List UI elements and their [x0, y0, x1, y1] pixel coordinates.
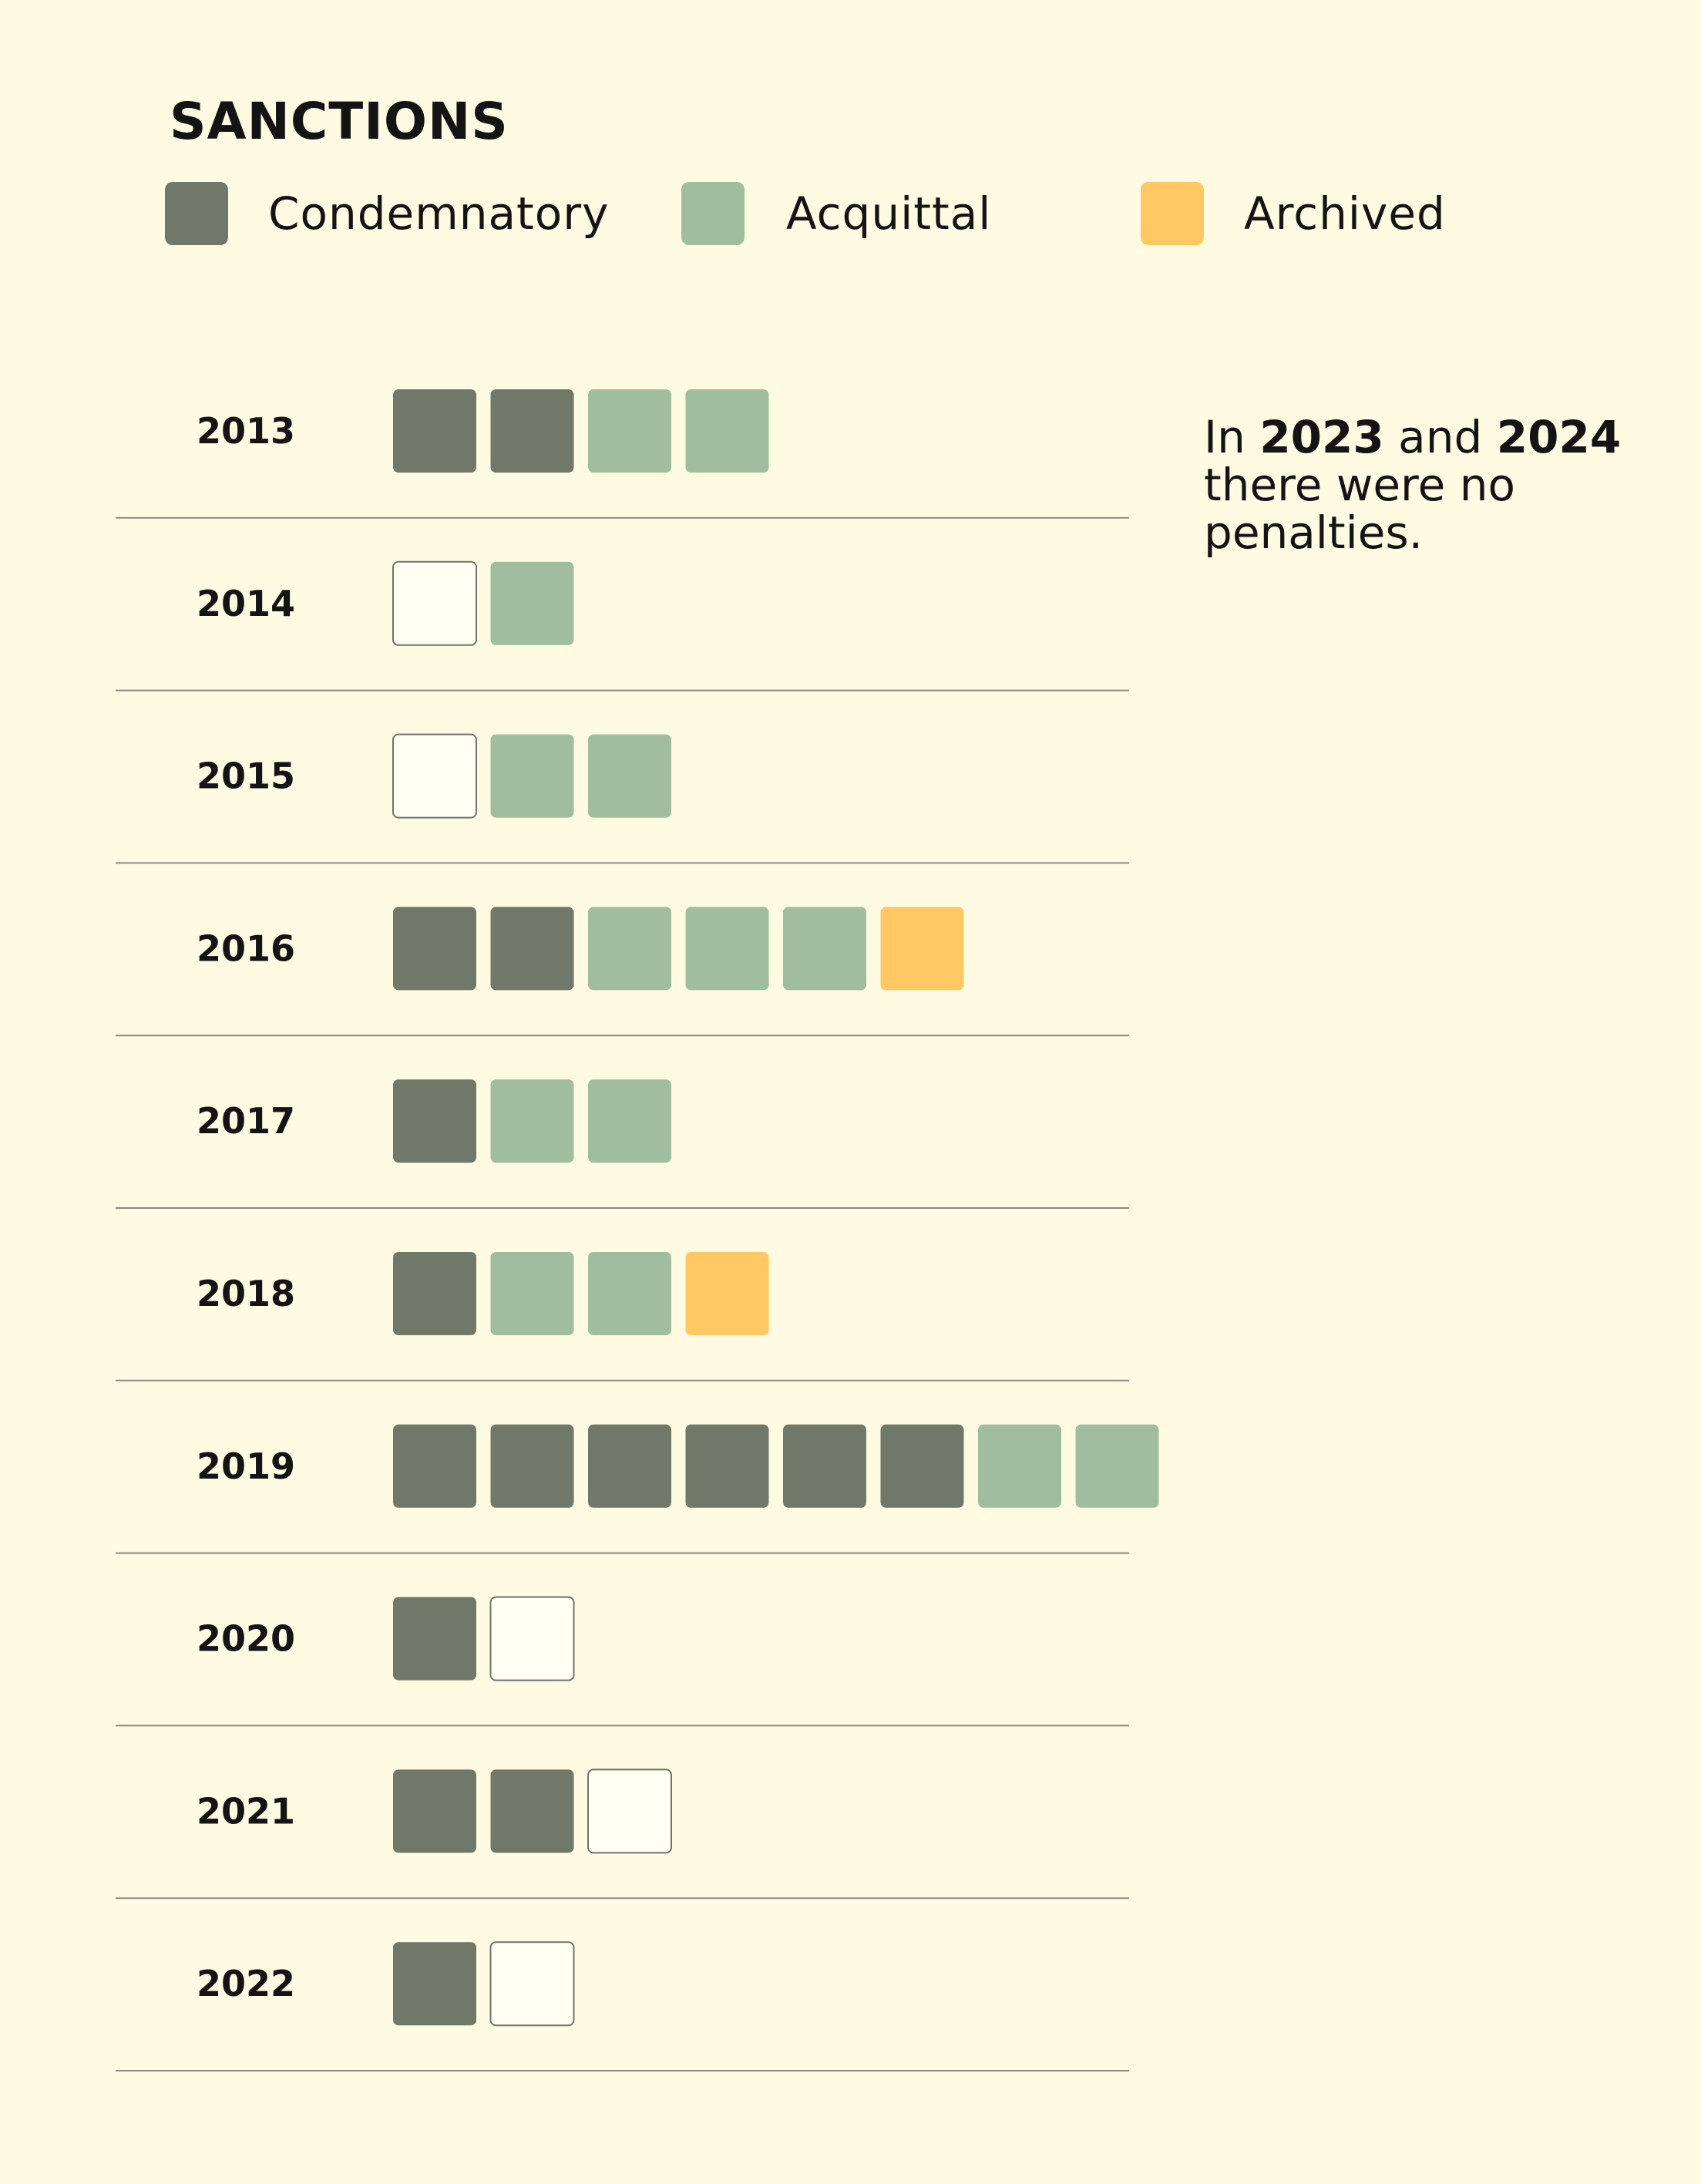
- unit-condemnatory-2020-1: [393, 1597, 476, 1681]
- legend-swatch-condemnatory: [165, 182, 228, 245]
- row-2022: 2022: [116, 1941, 1129, 2071]
- unit-condemnatory-2019-5: [783, 1424, 866, 1508]
- unit-acquittal-2013-3: [588, 389, 671, 473]
- unit-empty-2014-1: [392, 560, 477, 646]
- row-2020: 2020: [116, 1596, 1129, 1727]
- year-label-2021: 2021: [197, 1790, 295, 1832]
- year-label-2022: 2022: [197, 1963, 295, 2004]
- unit-empty-2021-3: [587, 1768, 672, 1854]
- unit-acquittal-2019-7: [978, 1424, 1061, 1508]
- unit-condemnatory-2019-6: [880, 1424, 964, 1508]
- unit-condemnatory-2013-1: [393, 389, 476, 473]
- unit-empty-2022-2: [489, 1941, 575, 2027]
- unit-archived-2018-4: [685, 1252, 769, 1335]
- legend-label-archived: Archived: [1244, 187, 1446, 240]
- note-prefix: In: [1204, 411, 1260, 463]
- unit-acquittal-2015-3: [588, 734, 671, 818]
- unit-acquittal-2016-5: [783, 907, 866, 991]
- unit-acquittal-2017-2: [490, 1079, 574, 1163]
- unit-acquittal-2018-3: [588, 1252, 671, 1335]
- unit-acquittal-2018-2: [490, 1252, 574, 1335]
- note-year-1: 2023: [1259, 411, 1384, 463]
- unit-condemnatory-2018-1: [393, 1252, 476, 1335]
- unit-acquittal-2015-2: [490, 734, 574, 818]
- unit-empty-2015-1: [392, 733, 477, 819]
- unit-condemnatory-2016-2: [490, 907, 574, 991]
- annotation-note: In 2023 and 2024 there were no penalties…: [1204, 413, 1666, 557]
- row-2017: 2017: [116, 1079, 1129, 1209]
- unit-empty-2020-2: [489, 1596, 575, 1681]
- row-2018: 2018: [116, 1252, 1129, 1381]
- unit-condemnatory-2016-1: [393, 907, 476, 991]
- legend-label-condemnatory: Condemnatory: [268, 187, 610, 240]
- unit-condemnatory-2019-3: [588, 1424, 671, 1508]
- unit-archived-2016-6: [880, 907, 964, 991]
- unit-acquittal-2013-4: [685, 389, 769, 473]
- unit-condemnatory-2021-1: [393, 1769, 476, 1853]
- unit-acquittal-2014-2: [490, 561, 574, 645]
- note-middle: and: [1383, 411, 1497, 463]
- row-2019: 2019: [116, 1424, 1159, 1554]
- row-2021: 2021: [116, 1768, 1129, 1900]
- row-2014: 2014: [116, 560, 1129, 692]
- year-label-2014: 2014: [197, 583, 295, 624]
- note-year-2: 2024: [1496, 411, 1622, 463]
- unit-condemnatory-2019-4: [685, 1424, 769, 1508]
- row-2015: 2015: [116, 733, 1129, 864]
- legend-swatch-acquittal: [681, 182, 745, 245]
- year-label-2017: 2017: [197, 1100, 295, 1142]
- chart-title: SANCTIONS: [170, 92, 509, 151]
- legend-label-acquittal: Acquittal: [786, 187, 992, 240]
- note-rest: there were no penalties.: [1204, 459, 1515, 559]
- unit-condemnatory-2022-1: [393, 1942, 476, 2026]
- unit-condemnatory-2021-2: [490, 1769, 574, 1853]
- unit-condemnatory-2019-2: [490, 1424, 574, 1508]
- legend-swatch-archived: [1141, 182, 1204, 245]
- year-label-2013: 2013: [197, 410, 295, 452]
- unit-condemnatory-2017-1: [393, 1079, 476, 1163]
- year-label-2016: 2016: [197, 927, 295, 969]
- year-label-2020: 2020: [197, 1618, 295, 1660]
- year-label-2019: 2019: [197, 1445, 295, 1487]
- row-2013: 2013: [116, 389, 1129, 519]
- year-label-2015: 2015: [197, 755, 295, 797]
- unit-acquittal-2017-3: [588, 1079, 671, 1163]
- unit-acquittal-2019-8: [1075, 1424, 1159, 1508]
- unit-condemnatory-2019-1: [393, 1424, 476, 1508]
- year-label-2018: 2018: [197, 1273, 295, 1314]
- unit-condemnatory-2013-2: [490, 389, 574, 473]
- unit-acquittal-2016-4: [685, 907, 769, 991]
- unit-acquittal-2016-3: [588, 907, 671, 991]
- row-2016: 2016: [116, 907, 1129, 1037]
